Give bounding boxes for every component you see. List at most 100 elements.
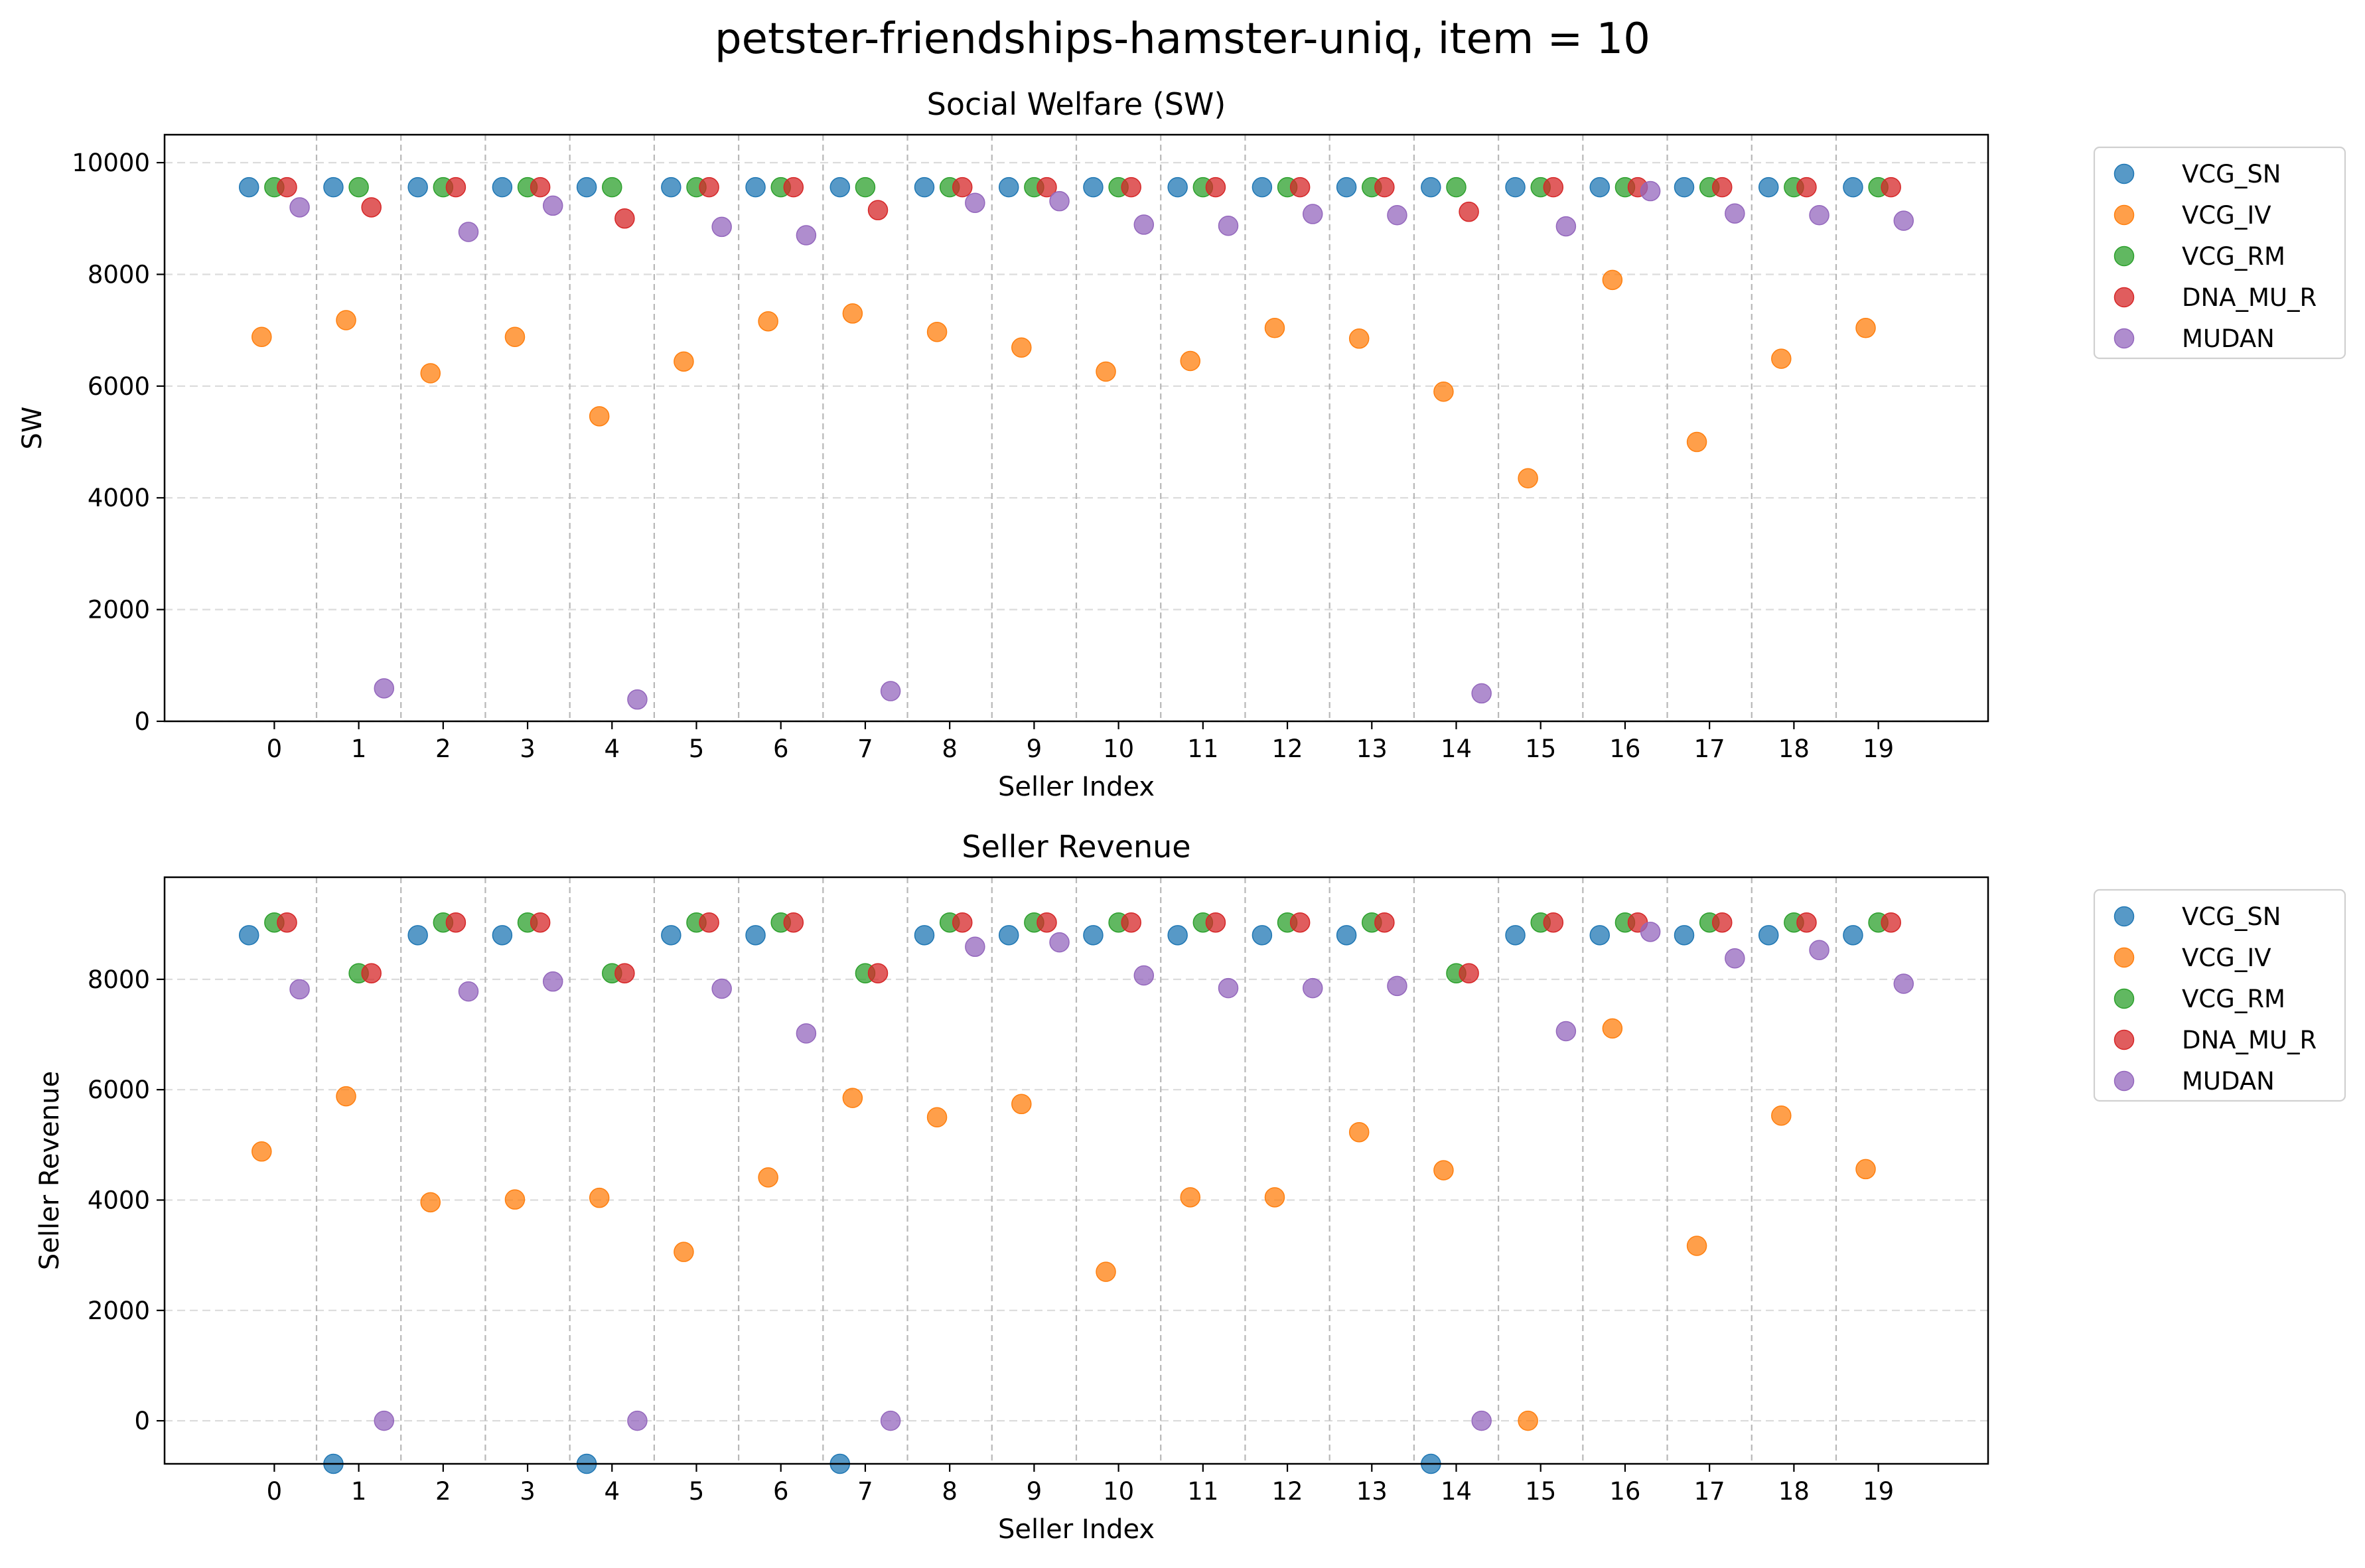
data-point-mudan xyxy=(1387,204,1407,226)
data-point-vcg-sn xyxy=(745,177,766,198)
legend-marker xyxy=(2114,287,2135,308)
data-point-dna-mu-r xyxy=(1205,177,1226,198)
data-point-vcg-rm xyxy=(855,177,876,198)
axes-frame xyxy=(163,133,1989,723)
figure-title: petster-friendships-hamster-uniq, item =… xyxy=(715,15,1650,64)
data-point-vcg-sn xyxy=(407,177,428,198)
legend-label: VCG_IV xyxy=(2182,944,2271,972)
legend-label: DNA_MU_R xyxy=(2182,283,2317,312)
data-point-mudan xyxy=(1555,1021,1577,1042)
data-point-dna-mu-r xyxy=(1881,177,1901,198)
data-point-vcg-sn xyxy=(492,925,513,946)
data-point-vcg-sn xyxy=(1674,177,1695,198)
data-point-mudan xyxy=(458,222,479,242)
data-point-vcg-sn xyxy=(1505,177,1526,198)
data-point-vcg-iv xyxy=(758,1167,778,1188)
data-point-mudan xyxy=(289,979,310,1000)
data-point-dna-mu-r xyxy=(445,912,466,933)
data-point-vcg-iv xyxy=(1602,1018,1623,1039)
legend-marker xyxy=(2114,1070,2135,1092)
x-tick-label: 17 xyxy=(1694,1477,1725,1506)
data-point-mudan xyxy=(1387,975,1407,997)
legend-label: VCG_SN xyxy=(2182,160,2281,188)
data-point-vcg-sn xyxy=(1252,177,1273,198)
data-point-vcg-iv xyxy=(420,363,441,384)
data-point-dna-mu-r xyxy=(1121,177,1141,198)
data-point-vcg-sn xyxy=(1167,177,1188,198)
data-point-vcg-iv xyxy=(1011,337,1032,358)
data-point-dna-mu-r xyxy=(530,912,551,933)
x-tick-label: 11 xyxy=(1187,735,1218,763)
legend-label: VCG_IV xyxy=(2182,201,2271,230)
data-point-dna-mu-r xyxy=(1121,912,1141,933)
data-point-vcg-sn xyxy=(998,925,1019,946)
legend-marker xyxy=(2114,328,2135,349)
y-axis-label: SW xyxy=(17,407,48,450)
data-point-mudan xyxy=(542,971,563,992)
x-tick-label: 10 xyxy=(1103,735,1134,763)
data-point-vcg-iv xyxy=(1686,1236,1707,1256)
y-tick-label: 6000 xyxy=(88,372,150,401)
legend-box xyxy=(2093,146,2346,360)
x-tick-label: 9 xyxy=(1027,735,1042,763)
data-point-vcg-iv xyxy=(1855,318,1876,338)
data-point-vcg-rm xyxy=(602,177,622,198)
data-point-vcg-rm xyxy=(348,177,369,198)
data-point-vcg-iv xyxy=(1348,1121,1370,1143)
data-point-mudan xyxy=(1809,940,1829,961)
data-point-mudan xyxy=(796,225,817,246)
data-point-mudan xyxy=(1133,214,1155,235)
data-point-vcg-sn xyxy=(1843,925,1863,946)
data-point-vcg-sn xyxy=(1167,925,1188,946)
data-point-mudan xyxy=(1555,216,1577,237)
y-tick-label: 8000 xyxy=(88,965,150,994)
data-point-vcg-sn xyxy=(323,177,344,198)
data-point-vcg-sn xyxy=(829,177,851,198)
data-point-vcg-sn xyxy=(576,177,597,198)
data-point-mudan xyxy=(1893,210,1914,231)
data-point-mudan xyxy=(965,192,985,213)
data-point-mudan xyxy=(1049,932,1070,953)
data-point-dna-mu-r xyxy=(867,963,889,983)
data-point-dna-mu-r xyxy=(699,912,719,933)
data-point-vcg-iv xyxy=(251,326,272,348)
data-point-vcg-sn xyxy=(1421,177,1441,198)
y-axis-label: Seller Revenue xyxy=(35,1071,65,1270)
data-point-vcg-sn xyxy=(1589,925,1611,946)
x-tick-label: 3 xyxy=(520,735,536,763)
data-point-dna-mu-r xyxy=(614,208,635,229)
x-tick-label: 7 xyxy=(857,1477,873,1506)
sw-panel: 0 1 2 3 4 5 6 7 8 9 10 11 12 13 14 15 16 17 18 190200040006… xyxy=(17,86,2346,802)
panel-title: Seller Revenue xyxy=(962,829,1190,865)
data-point-vcg-iv xyxy=(504,1189,526,1210)
data-point-mudan xyxy=(1302,977,1323,999)
legend-marker xyxy=(2114,988,2135,1009)
y-tick-label: 2000 xyxy=(88,596,150,624)
legend-label: VCG_RM xyxy=(2182,242,2285,271)
x-tick-label: 6 xyxy=(773,1477,789,1506)
axes-frame xyxy=(163,876,1989,1465)
x-tick-label: 1 xyxy=(351,735,367,763)
x-tick-label: 1 xyxy=(351,1477,367,1506)
data-point-vcg-iv xyxy=(336,310,356,330)
data-point-mudan xyxy=(1809,204,1829,226)
x-tick-label: 4 xyxy=(605,735,620,763)
x-tick-label: 8 xyxy=(942,1477,958,1506)
data-point-vcg-sn xyxy=(1336,925,1357,946)
data-point-mudan xyxy=(711,978,732,999)
data-point-mudan xyxy=(1640,922,1661,942)
x-tick-label: 13 xyxy=(1356,1477,1388,1506)
data-point-dna-mu-r xyxy=(1881,912,1901,933)
data-point-vcg-iv xyxy=(926,321,948,342)
data-point-dna-mu-r xyxy=(614,963,635,983)
x-tick-label: 2 xyxy=(435,735,451,763)
data-point-vcg-sn xyxy=(661,177,681,198)
data-point-dna-mu-r xyxy=(783,177,804,198)
data-point-dna-mu-r xyxy=(1712,912,1733,933)
data-point-vcg-iv xyxy=(842,303,863,324)
data-point-mudan xyxy=(1218,215,1239,236)
x-tick-label: 7 xyxy=(857,735,873,763)
data-point-mudan xyxy=(542,195,563,216)
x-tick-label: 12 xyxy=(1272,735,1303,763)
data-point-vcg-sn xyxy=(1758,925,1779,946)
